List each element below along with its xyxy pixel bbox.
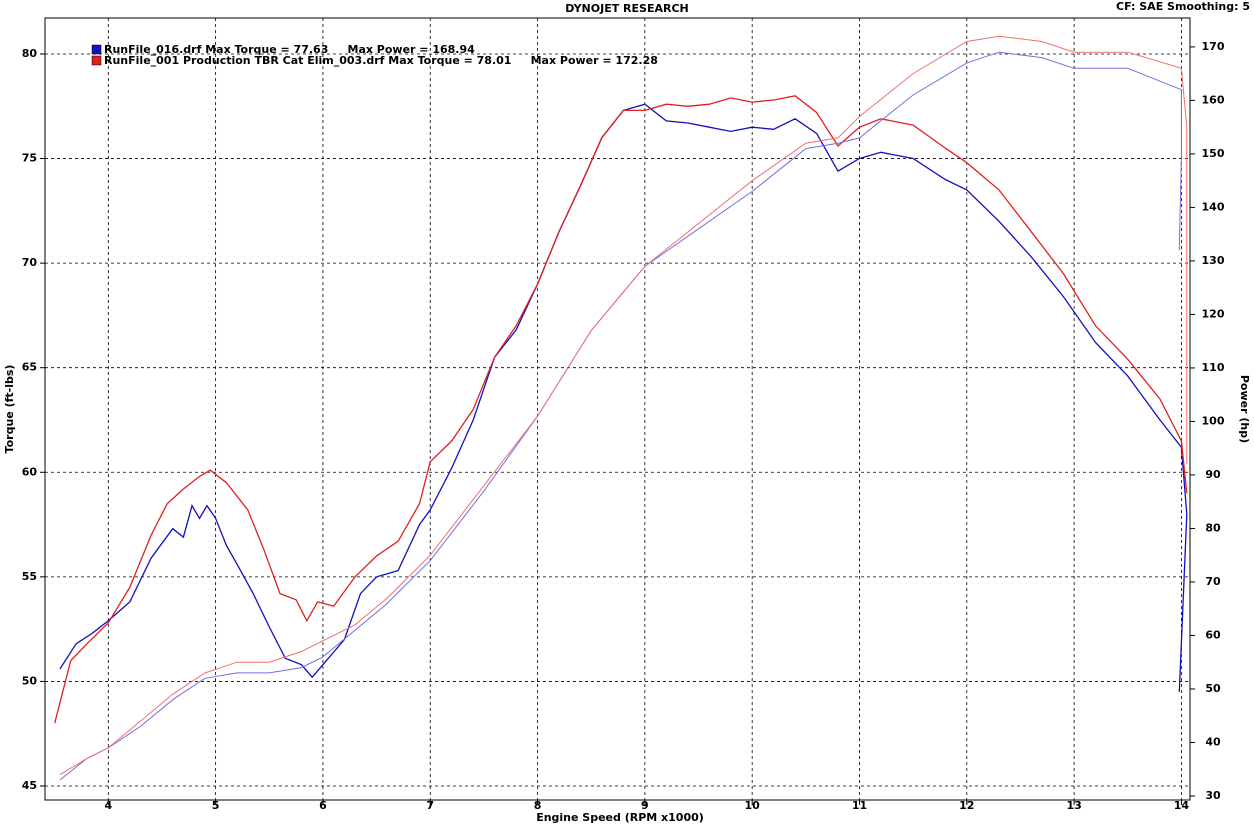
x-tick-label: 14 xyxy=(1174,799,1190,812)
y2-tick-label: 150 xyxy=(1202,147,1225,160)
x-tick-label: 12 xyxy=(959,799,974,812)
y2-tick-label: 70 xyxy=(1205,575,1221,588)
y2-tick-label: 130 xyxy=(1202,254,1225,267)
y2-tick-label: 160 xyxy=(1202,93,1225,106)
y2-tick-label: 40 xyxy=(1205,735,1221,748)
y2-tick-label: 50 xyxy=(1205,682,1221,695)
y-tick-label: 65 xyxy=(22,361,37,374)
legend-entry: RunFile_001 Production TBR Cat Elim_003.… xyxy=(104,54,658,67)
x-axis-label: Engine Speed (RPM x1000) xyxy=(536,811,704,824)
x-tick-label: 11 xyxy=(852,799,867,812)
series-line xyxy=(59,35,1188,776)
y2-tick-label: 140 xyxy=(1202,200,1225,213)
x-tick-label: 8 xyxy=(534,799,542,812)
series-line xyxy=(59,103,1188,692)
y2-tick-label: 110 xyxy=(1202,361,1225,374)
x-tick-label: 13 xyxy=(1066,799,1081,812)
legend-entry: RunFile_016.drf Max Torque = 77.63 Max P… xyxy=(104,43,475,56)
subtitle: CF: SAE Smoothing: 5 xyxy=(1116,0,1250,13)
y2-axis-label: Power (hp) xyxy=(1238,375,1251,443)
chart-title: DYNOJET RESEARCH xyxy=(565,2,688,15)
y2-tick-label: 90 xyxy=(1205,468,1221,481)
y2-tick-label: 100 xyxy=(1202,414,1225,427)
x-tick-label: 4 xyxy=(104,799,112,812)
y-axis-label: Torque (ft-lbs) xyxy=(3,365,16,454)
y-tick-label: 80 xyxy=(22,47,38,60)
series-line xyxy=(59,51,1182,781)
legend-swatch xyxy=(91,44,102,55)
y-tick-label: 50 xyxy=(22,674,38,687)
x-tick-label: 7 xyxy=(426,799,434,812)
series-line xyxy=(54,95,1188,724)
x-tick-label: 5 xyxy=(212,799,220,812)
y2-tick-label: 30 xyxy=(1205,789,1221,802)
y-tick-label: 75 xyxy=(22,152,37,165)
plot-frame xyxy=(44,17,1191,801)
y-tick-label: 60 xyxy=(22,465,38,478)
x-tick-label: 6 xyxy=(319,799,327,812)
y-tick-label: 70 xyxy=(22,256,38,269)
y-tick-label: 45 xyxy=(22,779,37,792)
y2-tick-label: 120 xyxy=(1202,307,1225,320)
legend-swatch xyxy=(91,55,102,66)
y2-tick-label: 60 xyxy=(1205,628,1221,641)
y-tick-label: 55 xyxy=(22,570,37,583)
x-tick-label: 10 xyxy=(745,799,761,812)
y2-tick-label: 170 xyxy=(1202,40,1225,53)
x-tick-label: 9 xyxy=(641,799,649,812)
y2-tick-label: 80 xyxy=(1205,521,1221,534)
